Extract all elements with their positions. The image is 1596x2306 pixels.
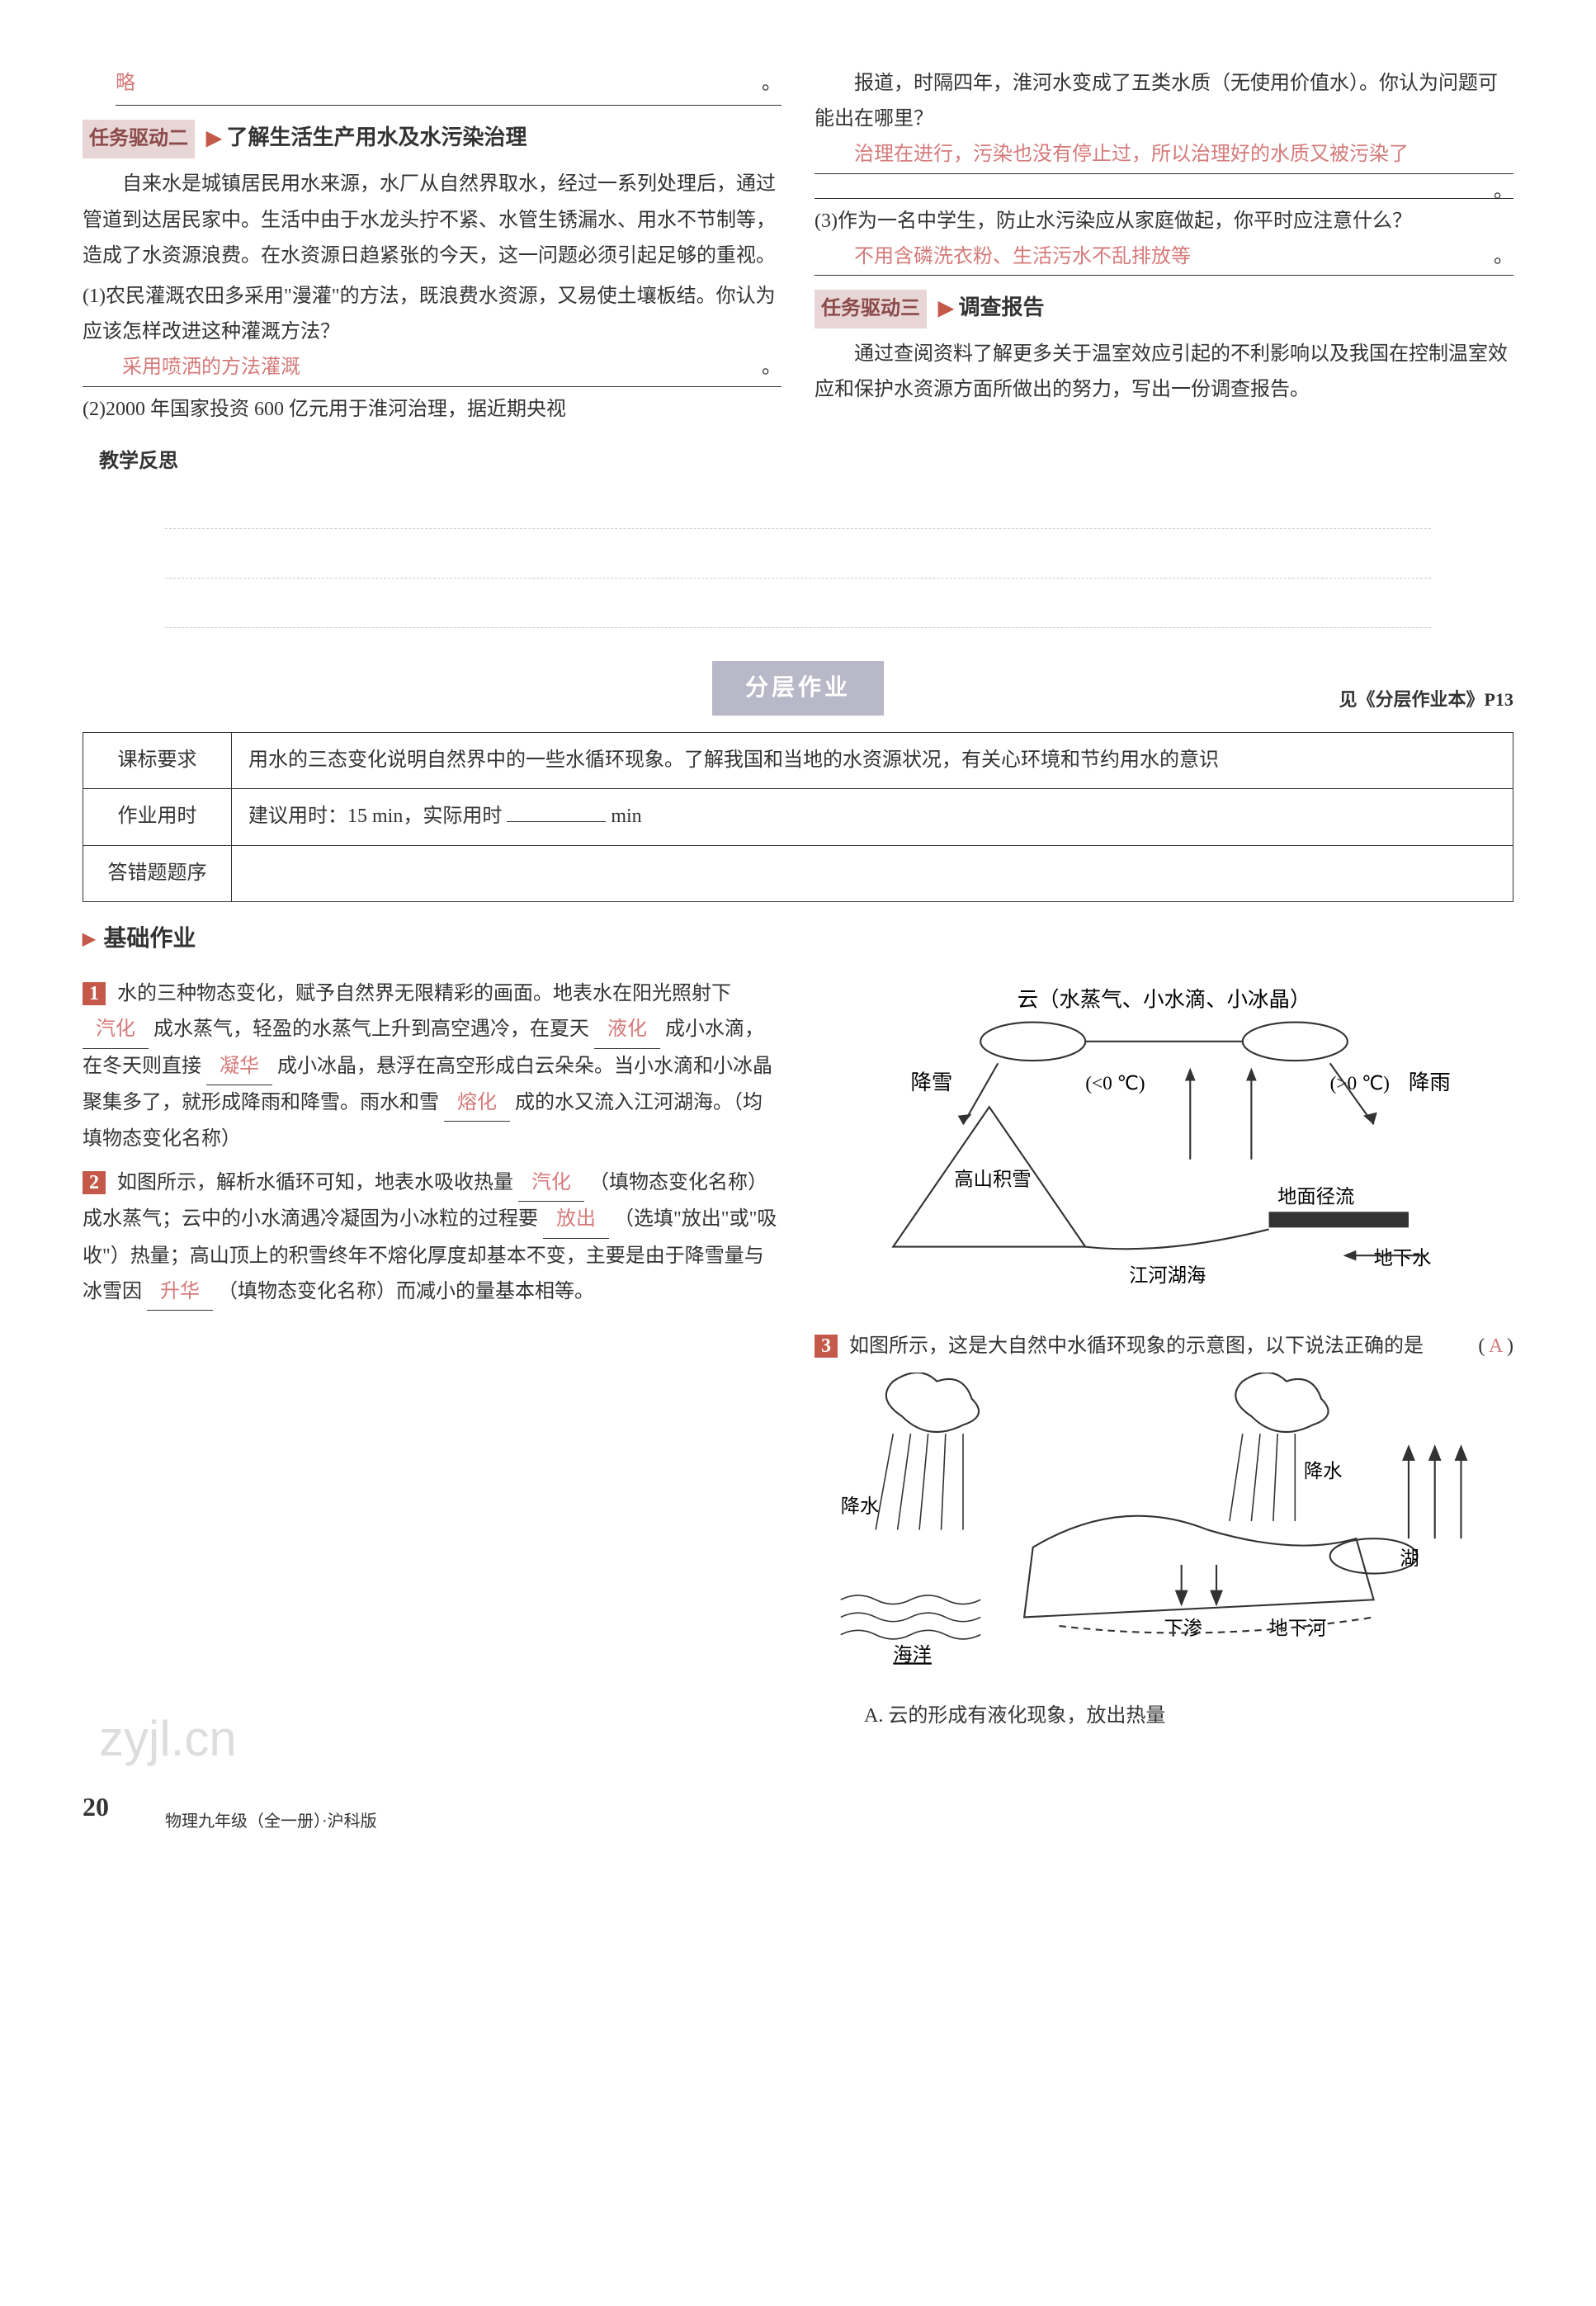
task3-label: 任务驱动三 [815, 290, 927, 328]
homework-banner: 分层作业 见《分层作业本》P13 [83, 661, 1513, 716]
homework-banner-text: 分层作业 [712, 661, 884, 716]
req-table: 课标要求 用水的三态变化说明自然界中的一些水循环现象。了解我国和当地的水资源状况… [83, 732, 1513, 902]
task3-header: 任务驱动三 ▶ 调查报告 [815, 289, 1513, 328]
svg-text:地面径流: 地面径流 [1277, 1187, 1354, 1208]
task3-title: 调查报告 [958, 295, 1044, 319]
footer-text: 物理九年级（全一册）·沪科版 [165, 1807, 1513, 1836]
svg-text:湖: 湖 [1400, 1548, 1419, 1570]
svg-text:降水: 降水 [841, 1496, 880, 1517]
row2-label: 作业用时 [83, 789, 232, 845]
top-left-col: 略 。 任务驱动二 ▶ 了解生活生产用水及水污染治理 自来水是城镇居民用水来源，… [83, 66, 781, 428]
row1-text: 用水的三态变化说明自然界中的一些水循环现象。了解我国和当地的水资源状况，有关心环… [232, 733, 1513, 789]
row2-text: 建议用时：15 min，实际用时 min [232, 789, 1513, 845]
svg-text:地下水: 地下水 [1374, 1248, 1432, 1269]
q2-cont: 报道，时隔四年，淮河水变成了五类水质（无使用价值水）。你认为问题可能出在哪里？ [815, 66, 1513, 137]
svg-text:降雨: 降雨 [1409, 1071, 1451, 1094]
table-row: 作业用时 建议用时：15 min，实际用时 min [83, 789, 1513, 845]
line-omit: 略 。 [116, 66, 781, 106]
q2-answer-line1: 治理在进行，污染也没有停止过，所以治理好的水质又被污染了 [815, 137, 1513, 173]
top-section: 略 。 任务驱动二 ▶ 了解生活生产用水及水污染治理 自来水是城镇居民用水来源，… [83, 66, 1513, 428]
task2-title: 了解生活生产用水及水污染治理 [226, 125, 526, 149]
reflect-line2 [165, 537, 1431, 579]
q3: 3 如图所示，这是大自然中水循环现象的示意图，以下说法正确的是 ( A ) [815, 1329, 1513, 1364]
svg-text:云（水蒸气、小水滴、小冰晶）: 云（水蒸气、小水滴、小冰晶） [1018, 989, 1310, 1012]
homework-body: 1 水的三种物态变化，赋予自然界无限精彩的画面。地表水在阳光照射下 汽化 成水蒸… [83, 976, 1513, 1734]
row3-blank [232, 845, 1513, 901]
task2-label: 任务驱动二 [83, 120, 195, 158]
q3-text: (3)作为一名中学生，防止水污染应从家庭做起，你平时应注意什么？ [815, 204, 1513, 239]
q1-text: (1)农民灌溉农田多采用"漫灌"的方法，既浪费水资源，又易使土壤板结。你认为应该… [83, 279, 781, 350]
row3-label: 答错题题序 [83, 845, 232, 901]
reflect-label: 教学反思 [99, 444, 1513, 480]
q3-num: 3 [815, 1335, 838, 1358]
q1-answer: 采用喷洒的方法灌溉 。 [83, 350, 781, 386]
task2-header: 任务驱动二 ▶ 了解生活生产用水及水污染治理 [83, 119, 781, 158]
q3-option-a: A. 云的形成有液化现象，放出热量 [864, 1699, 1513, 1734]
q2-answer-line2: 。 [815, 174, 1513, 199]
row1-label: 课标要求 [83, 733, 232, 789]
q2-num: 2 [83, 1171, 106, 1194]
svg-text:高山积雪: 高山积雪 [954, 1170, 1031, 1191]
homework-ref: 见《分层作业本》P13 [1339, 683, 1513, 716]
q1: 1 水的三种物态变化，赋予自然界无限精彩的画面。地表水在阳光照射下 汽化 成水蒸… [83, 976, 781, 1157]
q2: 2 如图所示，解析水循环可知，地表水吸收热量 汽化 （填物态变化名称）成水蒸气；… [83, 1165, 781, 1311]
table-row: 答错题题序 [83, 845, 1513, 901]
svg-text:降雪: 降雪 [910, 1071, 952, 1094]
water-cycle-diagram2: 降水 降水 湖 [815, 1373, 1513, 1670]
table-row: 课标要求 用水的三态变化说明自然界中的一些水循环现象。了解我国和当地的水资源状况… [83, 733, 1513, 789]
q3-answer: A [1489, 1335, 1502, 1357]
svg-text:江河湖海: 江河湖海 [1129, 1265, 1206, 1287]
task2-arrow: ▶ [206, 128, 221, 149]
svg-text:海洋: 海洋 [893, 1644, 932, 1666]
svg-text:地下河: 地下河 [1269, 1618, 1327, 1639]
q2-blank1: 汽化 [518, 1165, 584, 1202]
task3-arrow: ▶ [938, 298, 953, 319]
hw-right-col: 云（水蒸气、小水滴、小冰晶） 降雪 (<0 ℃) 降雨 (>0 ℃) 高山积雪 [815, 976, 1513, 1734]
svg-text:(<0 ℃): (<0 ℃) [1085, 1073, 1145, 1094]
q2-blank3: 升华 [147, 1274, 213, 1311]
q3-answer: 不用含磷洗衣粉、生活污水不乱排放等 。 [815, 239, 1513, 276]
water-cycle-diagram1: 云（水蒸气、小水滴、小冰晶） 降雪 (<0 ℃) 降雨 (>0 ℃) 高山积雪 [815, 985, 1513, 1299]
svg-text:降水: 降水 [1304, 1461, 1343, 1482]
q1-blank2: 液化 [594, 1012, 660, 1048]
q1-blank3: 凝华 [206, 1049, 272, 1085]
q1-blank4: 熔化 [444, 1085, 510, 1122]
svg-text:下渗: 下渗 [1164, 1618, 1203, 1639]
reflect-line3 [165, 587, 1431, 628]
task3-para: 通过查阅资料了解更多关于温室效应引起的不利影响以及我国在控制温室效应和保护水资源… [815, 337, 1513, 408]
q2-blank2: 放出 [543, 1202, 609, 1238]
watermark1: zyjl.cn [99, 1694, 237, 1784]
q2-text: (2)2000 年国家投资 600 亿元用于淮河治理，据近期央视 [83, 392, 781, 428]
basic-heading: 基础作业 [83, 919, 1513, 960]
hw-left-col: 1 水的三种物态变化，赋予自然界无限精彩的画面。地表水在阳光照射下 汽化 成水蒸… [83, 976, 781, 1734]
q1-num: 1 [83, 982, 106, 1005]
reflect-line1 [165, 488, 1431, 529]
q1-blank1: 汽化 [83, 1012, 149, 1048]
top-right-col: 报道，时隔四年，淮河水变成了五类水质（无使用价值水）。你认为问题可能出在哪里？ … [815, 66, 1513, 428]
task2-para: 自来水是城镇居民用水来源，水厂从自然界取水，经过一系列处理后，通过管道到达居民家… [83, 167, 781, 274]
